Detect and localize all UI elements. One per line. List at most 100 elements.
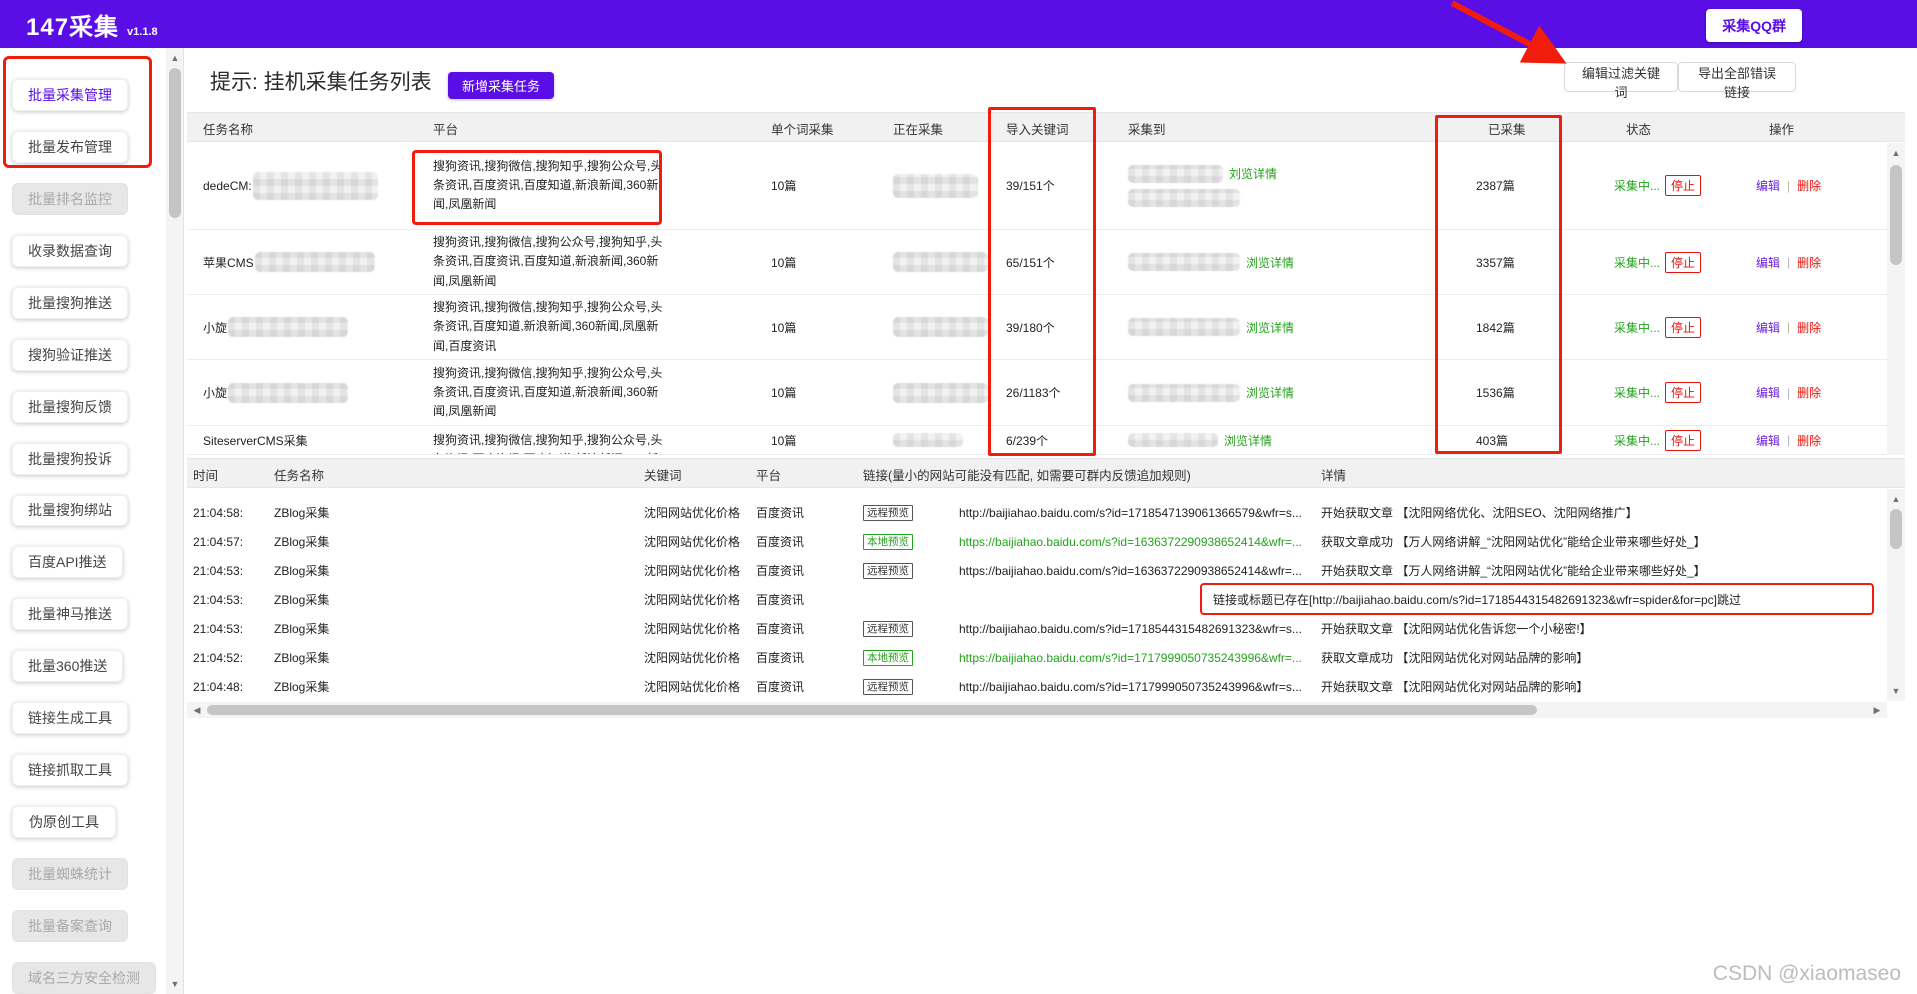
task-name-cell: 小旋 <box>203 360 428 425</box>
edit-link[interactable]: 编辑 <box>1756 320 1781 335</box>
sidebar-scrollbar-thumb[interactable] <box>169 68 181 218</box>
status-running-text: 采集中... <box>1614 255 1661 270</box>
sidebar-item-batch-publish-manage[interactable]: 批量发布管理 <box>12 130 128 163</box>
edit-filter-keywords-button[interactable]: 编辑过滤关键词 <box>1564 62 1678 100</box>
task-scrollbar-thumb[interactable] <box>1890 165 1902 265</box>
stop-button[interactable]: 停止 <box>1665 316 1702 338</box>
delete-link[interactable]: 删除 <box>1797 433 1822 448</box>
task-table: 任务名称 平台 单个词采集 正在采集 导入关键词 采集到 已采集 状态 操作 d… <box>187 112 1905 455</box>
preview-badge[interactable]: 远程预览 <box>863 678 913 695</box>
scrollbar-right-icon[interactable]: ▶ <box>1873 705 1881 715</box>
stop-button[interactable]: 停止 <box>1665 429 1702 451</box>
sidebar-item-batch-sogou-complaint[interactable]: 批量搜狗投诉 <box>12 442 128 475</box>
redacted-blur <box>1128 164 1223 183</box>
scrollbar-left-icon[interactable]: ◀ <box>193 705 201 715</box>
delete-link[interactable]: 删除 <box>1797 386 1822 400</box>
log-table-hscrollbar[interactable]: ◀ ▶ <box>187 702 1887 718</box>
remote-preview-button[interactable]: 远程预览 <box>863 614 913 643</box>
platform-cell: 搜狗资讯,搜狗微信,搜狗公众号,搜狗知乎,头条资讯,百度资讯,百度知道,新浪新闻… <box>433 235 663 288</box>
status-cell: 采集中... 停止 <box>1614 230 1749 294</box>
remote-preview-button[interactable]: 远程预览 <box>863 672 913 701</box>
log-keyword: 沈阳网站优化价格 <box>644 506 741 520</box>
preview-badge[interactable]: 远程预览 <box>863 562 913 579</box>
sidebar-scrollbar[interactable]: ▲ ▼ <box>166 48 184 994</box>
log-scrollbar-thumb[interactable] <box>1890 509 1902 549</box>
log-time: 21:04:53: <box>193 563 244 578</box>
scrollbar-down-icon[interactable]: ▼ <box>1891 686 1901 696</box>
export-error-links-button[interactable]: 导出全部错误链接 <box>1678 62 1796 100</box>
collected-count-cell: 2387篇 <box>1476 179 1515 193</box>
toolbar: 提示: 挂机采集任务列表 新增采集任务 编辑过滤关键词 导出全部错误链接 <box>187 48 1905 112</box>
log-url[interactable]: http://baijiahao.baidu.com/s?id=17179990… <box>959 679 1302 694</box>
collecting-cell <box>893 360 1023 425</box>
sidebar-item-batch-360-push[interactable]: 批量360推送 <box>12 650 124 683</box>
redacted-blur <box>893 317 988 337</box>
view-details-link[interactable]: 浏览详情 <box>1246 386 1295 400</box>
log-task: ZBlog采集 <box>274 535 330 549</box>
scrollbar-up-icon[interactable]: ▲ <box>170 53 180 63</box>
sidebar-item-pseudo-original-tool[interactable]: 伪原创工具 <box>12 806 116 839</box>
remote-preview-button[interactable]: 远程预览 <box>863 498 913 527</box>
edit-link[interactable]: 编辑 <box>1756 386 1781 400</box>
sidebar-item-batch-collect-manage[interactable]: 批量采集管理 <box>12 79 128 111</box>
scrollbar-up-icon[interactable]: ▲ <box>1891 494 1901 504</box>
log-detail: 开始获取文章 【沈阳网络优化、沈阳SEO、沈阳网络推广】 <box>1321 506 1638 520</box>
sidebar-item-link-generate-tool[interactable]: 链接生成工具 <box>12 702 128 735</box>
log-task: ZBlog采集 <box>274 564 330 578</box>
col-log-task-name: 任务名称 <box>274 468 325 483</box>
delete-link[interactable]: 删除 <box>1797 179 1822 193</box>
delete-link[interactable]: 删除 <box>1797 320 1822 335</box>
app-header: 147采集 v1.1.8 采集QQ群 <box>0 0 1917 48</box>
sidebar-item-index-data-query[interactable]: 收录数据查询 <box>12 234 128 267</box>
stop-button[interactable]: 停止 <box>1665 175 1702 196</box>
table-row: SiteserverCMS采集 搜狗资讯,搜狗微信,搜狗知乎,搜狗公众号,头条资… <box>187 426 1905 455</box>
log-url[interactable]: http://baijiahao.baidu.com/s?id=17185471… <box>959 505 1302 520</box>
preview-badge[interactable]: 远程预览 <box>863 504 913 521</box>
log-hscrollbar-thumb[interactable] <box>207 705 1537 715</box>
sidebar-item-batch-sogou-bind-site[interactable]: 批量搜狗绑站 <box>12 494 128 527</box>
view-details-link[interactable]: 浏览详情 <box>1246 320 1295 335</box>
log-url[interactable]: https://baijiahao.baidu.com/s?id=1636372… <box>959 534 1302 549</box>
qq-group-button[interactable]: 采集QQ群 <box>1706 9 1802 42</box>
new-task-button[interactable]: 新增采集任务 <box>448 72 555 99</box>
collecting-cell <box>893 142 1023 229</box>
status-cell: 采集中... 停止 <box>1614 142 1749 229</box>
stop-button[interactable]: 停止 <box>1665 382 1702 403</box>
sidebar-item-batch-shenma-push[interactable]: 批量神马推送 <box>12 598 128 631</box>
sidebar-item-link-grab-tool[interactable]: 链接抓取工具 <box>12 754 128 787</box>
log-task: ZBlog采集 <box>274 622 330 636</box>
task-table-scrollbar[interactable]: ▲ <box>1887 143 1905 455</box>
edit-link[interactable]: 编辑 <box>1756 433 1781 448</box>
delete-link[interactable]: 删除 <box>1797 255 1822 270</box>
log-row: 21:04:58: ZBlog采集 沈阳网站优化价格 百度资讯 远程预览 htt… <box>187 498 1905 527</box>
sidebar-item-batch-sogou-push[interactable]: 批量搜狗推送 <box>12 286 128 319</box>
remote-preview-button[interactable]: 远程预览 <box>863 556 913 585</box>
log-url[interactable]: https://baijiahao.baidu.com/s?id=1717999… <box>959 650 1302 665</box>
scrollbar-down-icon[interactable]: ▼ <box>170 979 180 989</box>
view-details-link[interactable]: 浏览详情 <box>1246 255 1295 270</box>
per-word-cell: 10篇 <box>771 179 797 193</box>
log-table: 时间 任务名称 关键词 平台 链接(量小的网站可能没有匹配, 如需要可群内反馈追… <box>187 458 1905 701</box>
sidebar-item-sogou-verify-push[interactable]: 搜狗验证推送 <box>12 338 128 371</box>
log-table-scrollbar[interactable]: ▲ ▼ <box>1887 489 1905 701</box>
sidebar-item-baidu-api-push[interactable]: 百度API推送 <box>12 546 123 579</box>
sidebar-item-batch-sogou-feedback[interactable]: 批量搜狗反馈 <box>12 390 128 423</box>
scrollbar-up-icon[interactable]: ▲ <box>1891 148 1901 158</box>
local-preview-button[interactable]: 本地预览 <box>863 643 913 672</box>
view-details-link[interactable]: 浏览详情 <box>1224 433 1273 448</box>
log-row: 21:04:48: ZBlog采集 沈阳网站优化价格 百度资讯 远程预览 htt… <box>187 672 1905 701</box>
task-name-cell: dedeCM: <box>203 142 428 229</box>
view-details-link[interactable]: 刘览详情 <box>1229 167 1278 181</box>
collected-to-cell: 浏览详情 <box>1128 230 1473 294</box>
stop-button[interactable]: 停止 <box>1665 251 1702 273</box>
preview-badge[interactable]: 本地预览 <box>863 533 913 550</box>
redacted-blur <box>1128 318 1240 336</box>
col-keyword: 关键词 <box>644 468 682 483</box>
local-preview-button[interactable]: 本地预览 <box>863 527 913 556</box>
edit-link[interactable]: 编辑 <box>1756 179 1781 193</box>
log-url[interactable]: http://baijiahao.baidu.com/s?id=17185443… <box>959 621 1302 636</box>
edit-link[interactable]: 编辑 <box>1756 255 1781 270</box>
preview-badge[interactable]: 本地预览 <box>863 649 913 666</box>
preview-badge[interactable]: 远程预览 <box>863 620 913 637</box>
log-url[interactable]: https://baijiahao.baidu.com/s?id=1636372… <box>959 563 1302 578</box>
